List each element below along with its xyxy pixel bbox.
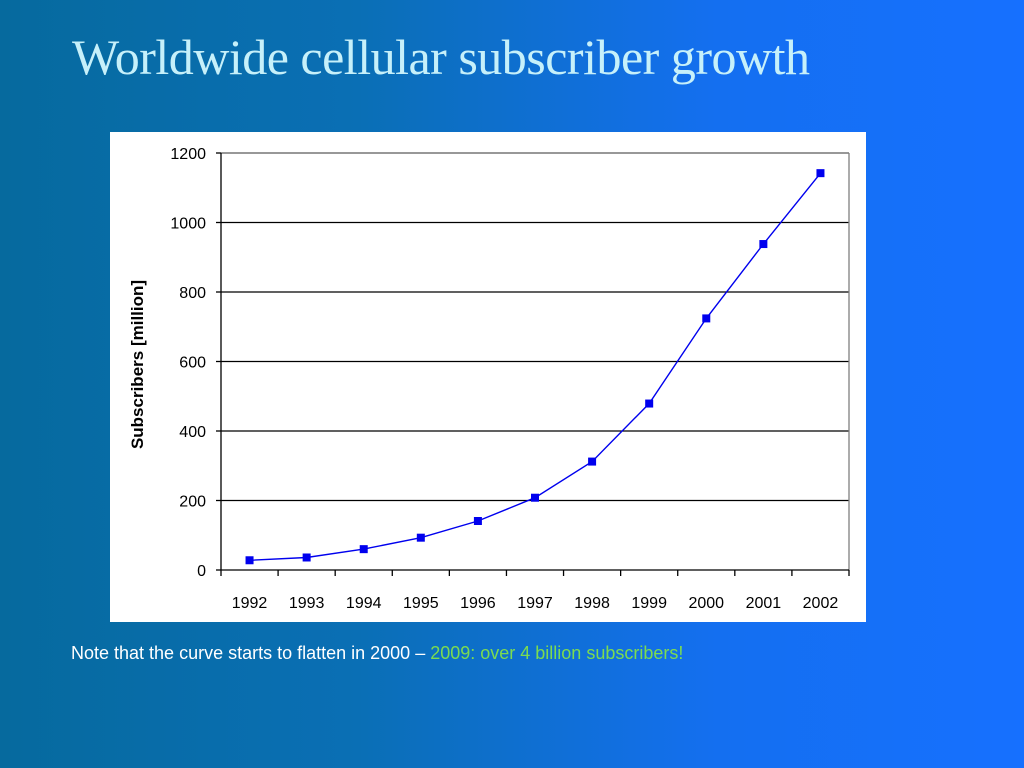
data-point bbox=[245, 556, 254, 565]
x-tick-label: 1999 bbox=[631, 595, 667, 612]
series-line bbox=[249, 172, 822, 561]
y-tick-label: 600 bbox=[179, 355, 206, 372]
data-point bbox=[416, 533, 425, 542]
x-tick-label: 1997 bbox=[517, 595, 553, 612]
chart-panel: 0 200 400 600 800 1000 1200 1992 1993 1994 1995 199… bbox=[110, 132, 866, 622]
x-tick-label: 2002 bbox=[803, 595, 839, 612]
x-tick-label: 1993 bbox=[289, 595, 325, 612]
y-tick-label: 0 bbox=[197, 563, 206, 580]
data-point bbox=[531, 493, 539, 502]
data-point bbox=[588, 457, 597, 466]
y-tick-label: 1000 bbox=[170, 216, 206, 233]
y-tick-label: 1200 bbox=[170, 146, 206, 163]
slide-title: Worldwide cellular subscriber growth bbox=[72, 29, 810, 85]
y-tick-label: 200 bbox=[179, 494, 206, 511]
x-tick-label: 1998 bbox=[574, 595, 610, 612]
y-tick-label: 400 bbox=[179, 424, 206, 441]
data-point bbox=[816, 169, 825, 178]
x-tick-label: 1996 bbox=[460, 595, 496, 612]
footnote-text: Note that the curve starts to flatten in… bbox=[71, 643, 431, 663]
data-point bbox=[359, 545, 368, 554]
x-tick-label: 1995 bbox=[403, 595, 439, 612]
y-tick-label: 800 bbox=[179, 285, 206, 302]
x-tick-label: 1992 bbox=[232, 595, 268, 612]
data-point bbox=[759, 240, 768, 249]
data-point bbox=[645, 399, 654, 408]
data-point bbox=[702, 314, 711, 323]
line-chart: 0 200 400 600 800 1000 1200 1992 1993 1994 1995 199… bbox=[128, 146, 850, 612]
data-point bbox=[473, 517, 482, 526]
data-point bbox=[302, 553, 311, 562]
x-tick-label: 2001 bbox=[746, 595, 782, 612]
x-tick-label: 2000 bbox=[688, 595, 724, 612]
x-tick-label: 1994 bbox=[346, 595, 382, 612]
footnote: Note that the curve starts to flatten in… bbox=[71, 643, 683, 664]
footnote-highlight: 2009: over 4 billion subscribers! bbox=[430, 643, 684, 663]
y-axis-label: Subscribers [million] bbox=[128, 280, 147, 449]
